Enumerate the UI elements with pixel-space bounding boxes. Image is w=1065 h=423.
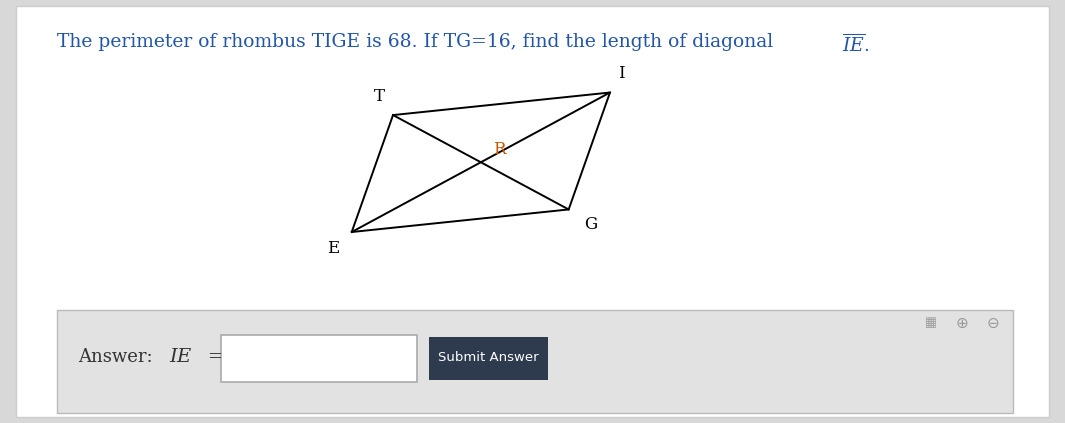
Text: ▦: ▦ [925, 316, 937, 329]
FancyBboxPatch shape [16, 6, 1049, 417]
FancyBboxPatch shape [429, 337, 548, 380]
Text: $\mathit{IE}$: $\mathit{IE}$ [169, 348, 193, 366]
Text: Submit Answer: Submit Answer [439, 352, 539, 365]
Text: =: = [207, 348, 223, 366]
Text: ⊖: ⊖ [987, 316, 1000, 331]
Text: T: T [374, 88, 384, 105]
Text: The perimeter of rhombus TIGE is 68. If TG=16, find the length of diagonal: The perimeter of rhombus TIGE is 68. If … [58, 33, 780, 51]
Text: E: E [327, 240, 340, 257]
FancyBboxPatch shape [220, 335, 416, 382]
FancyBboxPatch shape [58, 310, 1013, 412]
Text: G: G [585, 216, 597, 233]
Text: ⊕: ⊕ [956, 316, 969, 331]
Text: I: I [619, 65, 625, 82]
Text: Answer:: Answer: [78, 348, 159, 366]
Text: $\overline{IE}$.: $\overline{IE}$. [842, 33, 870, 56]
Text: R: R [493, 141, 506, 158]
